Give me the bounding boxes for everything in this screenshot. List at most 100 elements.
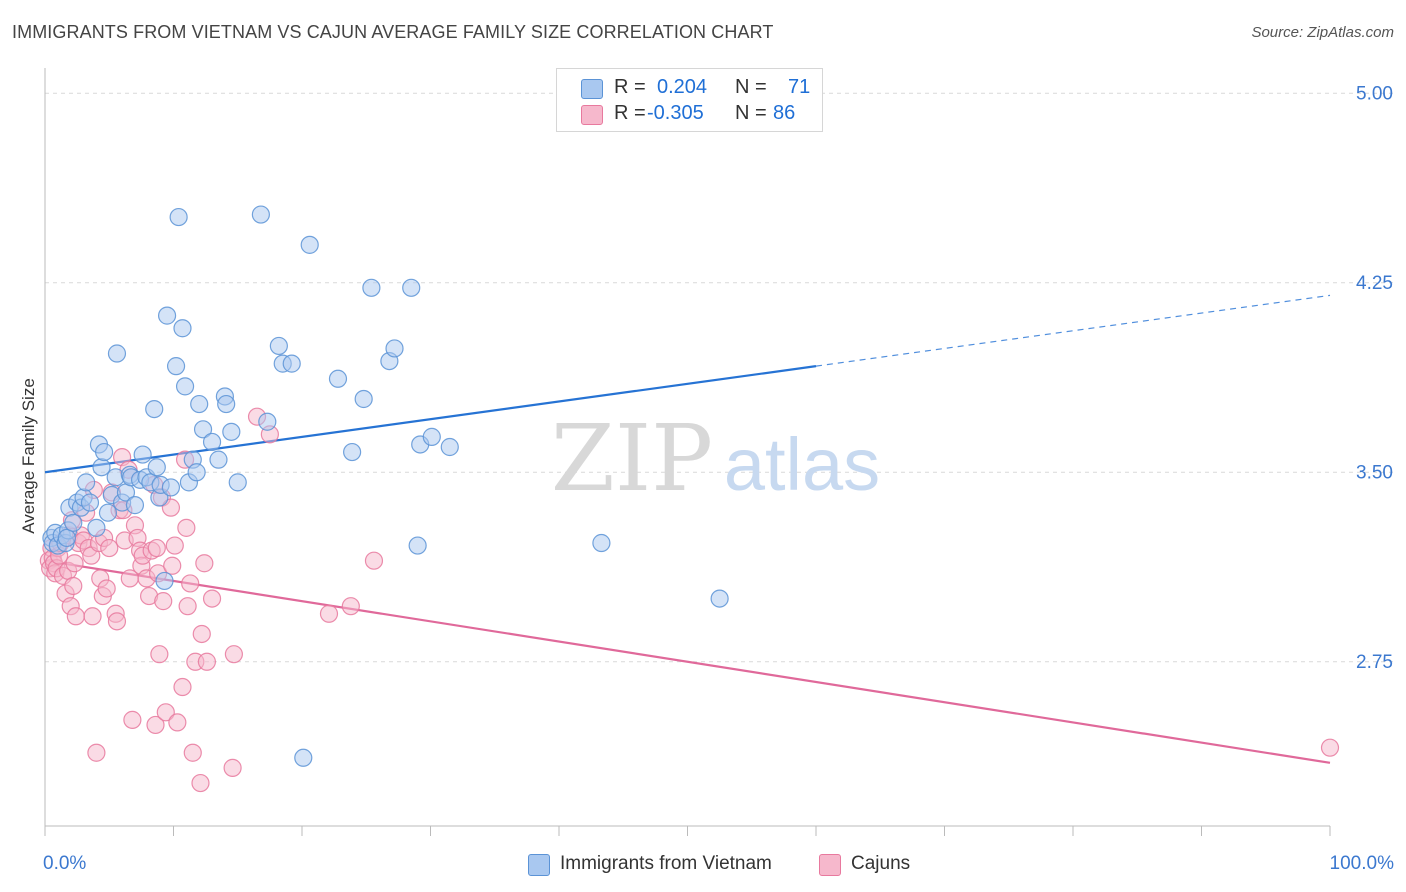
cajun-legend-swatch <box>819 854 841 876</box>
vietnam-point <box>269 336 288 356</box>
vietnam-point <box>408 536 427 555</box>
vietnam-point <box>173 319 192 338</box>
y-tick-label: 2.75 <box>1356 652 1393 673</box>
r-value: 0.204 <box>657 76 708 98</box>
vietnam-swatch <box>581 79 603 99</box>
cajun-point <box>197 652 217 671</box>
vietnam-point <box>125 496 145 515</box>
cajun-point <box>65 554 84 573</box>
y-axis-label: Average Family Size <box>19 378 38 534</box>
cajun-swatch <box>581 105 603 125</box>
vietnam-point <box>133 445 152 464</box>
vietnam-point <box>193 420 213 439</box>
cajun-point <box>64 576 83 596</box>
cajun-point <box>97 579 116 598</box>
watermark-atlas: atlas <box>724 423 880 506</box>
vietnam-point <box>187 463 206 482</box>
vietnam-legend-swatch <box>528 854 550 876</box>
cajun-point <box>165 536 184 555</box>
cajun-point <box>168 713 187 732</box>
vietnam-point <box>251 205 270 224</box>
cajun-point <box>1320 738 1340 757</box>
vietnam-point <box>157 306 177 325</box>
vietnam-point <box>294 748 313 767</box>
vietnam-point <box>202 432 222 452</box>
r-value: -0.305 <box>647 102 704 124</box>
watermark-zip: ZIP <box>551 405 713 512</box>
n-label: N = <box>735 76 767 98</box>
cajun-point <box>66 607 85 626</box>
trend-lines <box>44 294 1331 764</box>
cajun-point <box>341 597 360 616</box>
vietnam-point <box>228 473 247 492</box>
grid-lines <box>45 92 1395 663</box>
y-tick-label: 5.00 <box>1356 83 1393 104</box>
vietnam-trend-extension <box>815 294 1331 367</box>
r-label: R = <box>614 102 646 124</box>
cajun-point <box>161 498 181 517</box>
vietnam-point <box>422 427 441 446</box>
vietnam-point <box>147 458 166 477</box>
cajun-point <box>177 518 196 537</box>
vietnam-point <box>175 377 195 396</box>
cajun-point <box>154 592 173 611</box>
cajun-point <box>195 554 214 573</box>
n-value: 71 <box>788 76 811 98</box>
cajun-point <box>156 703 175 722</box>
cajun-point <box>163 556 182 575</box>
r-label: R = <box>614 76 646 98</box>
x-tick-label: 0.0% <box>43 853 86 874</box>
vietnam-point <box>222 422 241 441</box>
vietnam-legend-label: Immigrants from Vietnam <box>560 853 772 874</box>
data-points <box>39 205 1340 793</box>
cajun-point <box>364 551 384 570</box>
vietnam-point <box>145 400 164 419</box>
watermark: ZIP atlas <box>551 405 880 512</box>
vietnam-point <box>77 473 96 492</box>
vietnam-point <box>328 369 348 388</box>
y-tick-label: 4.25 <box>1356 273 1393 294</box>
vietnam-point <box>57 528 76 548</box>
vietnam-point <box>354 389 373 409</box>
chart-title: IMMIGRANTS FROM VIETNAM VS CAJUN AVERAGE… <box>12 22 774 42</box>
vietnam-point <box>385 339 404 358</box>
legend-row-vietnam: R = 0.204 N = 71 <box>557 74 822 102</box>
vietnam-point <box>300 235 319 254</box>
vietnam-point <box>282 354 301 373</box>
vietnam-point <box>95 442 114 462</box>
axes <box>44 68 1331 836</box>
vietnam-point <box>190 394 209 414</box>
cajun-point <box>223 758 242 777</box>
y-tick-label: 3.50 <box>1356 462 1393 483</box>
cajun-point <box>146 715 165 735</box>
cajun-point <box>319 604 339 623</box>
n-value: 86 <box>773 102 796 124</box>
vietnam-trend-line <box>44 365 817 474</box>
vietnam-point <box>592 533 611 553</box>
vietnam-point <box>217 394 236 414</box>
cajun-point <box>183 743 202 762</box>
cajun-point <box>107 612 127 631</box>
cajun-point <box>147 538 166 558</box>
n-label: N = <box>735 102 767 124</box>
vietnam-point <box>87 518 106 537</box>
cajun-point <box>173 677 192 697</box>
vietnam-point <box>710 589 729 608</box>
vietnam-point <box>161 478 181 497</box>
cajun-point <box>123 710 142 729</box>
vietnam-point <box>258 412 277 431</box>
cajun-legend-label: Cajuns <box>851 853 911 874</box>
cajun-point <box>87 743 106 762</box>
cajun-trend-line <box>44 559 1331 764</box>
vietnam-point <box>440 437 459 457</box>
vietnam-point <box>169 207 188 227</box>
vietnam-point <box>64 513 83 532</box>
correlation-legend: R = 0.204 N = 71 R = -0.305 N = 86 <box>556 68 823 132</box>
vietnam-point <box>166 357 186 376</box>
vietnam-point <box>107 344 127 363</box>
source-credit: Source: ZipAtlas.com <box>1251 24 1394 41</box>
vietnam-point <box>98 503 118 522</box>
vietnam-point <box>80 493 100 512</box>
vietnam-point <box>155 571 174 591</box>
cajun-point <box>181 574 200 593</box>
